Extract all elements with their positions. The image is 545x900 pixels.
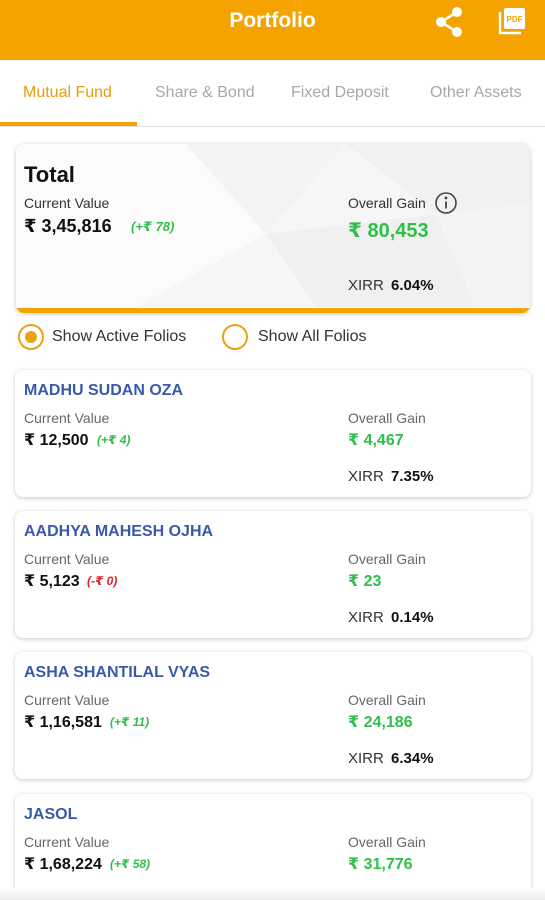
- active-tab-indicator: [0, 122, 137, 126]
- folio-current-value: ₹ 1,68,224: [24, 856, 102, 873]
- page-title: Portfolio: [229, 9, 316, 32]
- card-background-pattern: [16, 144, 530, 307]
- share-icon: [436, 7, 462, 37]
- total-overall-gain: ₹ 80,453: [348, 220, 429, 242]
- folio-current-value-label: Current Value: [24, 692, 110, 708]
- folio-overall-gain: ₹ 24,186: [348, 714, 413, 731]
- total-xirr-label: XIRR: [348, 277, 384, 294]
- folio-name: AADHYA MAHESH OJHA: [24, 523, 214, 540]
- share-button[interactable]: [432, 6, 466, 38]
- folio-xirr-label: XIRR: [348, 609, 384, 626]
- folio-overall-gain: ₹ 31,776: [348, 856, 413, 873]
- folio-xirr-label: XIRR: [348, 468, 384, 485]
- bottom-scroll-edge: [0, 888, 545, 900]
- total-current-value-label: Current Value: [24, 195, 110, 211]
- folio-card[interactable]: JASOL Current Value ₹ 1,68,224 (+₹ 58) O…: [15, 794, 531, 900]
- info-button[interactable]: [434, 191, 458, 220]
- folio-card[interactable]: MADHU SUDAN OZA Current Value ₹ 12,500 (…: [15, 370, 531, 497]
- pdf-icon: PDF: [498, 8, 525, 35]
- folio-xirr-label: XIRR: [348, 750, 384, 767]
- all-folios-label[interactable]: Show All Folios: [258, 328, 367, 345]
- folio-card[interactable]: ASHA SHANTILAL VYAS Current Value ₹ 1,16…: [15, 652, 531, 779]
- total-summary-card: Total Current Value ₹ 3,45,816 (+₹ 78) O…: [16, 144, 530, 313]
- folio-change: (+₹ 58): [110, 857, 151, 871]
- pdf-button[interactable]: PDF: [497, 6, 527, 36]
- folio-overall-gain-label: Overall Gain: [348, 410, 426, 426]
- folio-overall-gain-label: Overall Gain: [348, 692, 426, 708]
- folio-current-value-label: Current Value: [24, 551, 110, 567]
- folio-overall-gain: ₹ 23: [348, 573, 382, 590]
- folio-change: (+₹ 4): [97, 433, 131, 447]
- pdf-icon-text: PDF: [507, 15, 523, 24]
- total-xirr-value: 6.04%: [391, 277, 434, 294]
- folio-name: ASHA SHANTILAL VYAS: [24, 664, 211, 681]
- total-current-value: ₹ 3,45,816: [24, 216, 112, 236]
- tab-mutual-fund[interactable]: Mutual Fund: [23, 84, 112, 101]
- active-folios-radio[interactable]: [18, 324, 44, 350]
- info-icon: [435, 192, 457, 214]
- tab-share-bond[interactable]: Share & Bond: [155, 84, 255, 101]
- folio-xirr-value: 0.14%: [391, 609, 434, 626]
- folio-current-value-label: Current Value: [24, 834, 110, 850]
- app-bar: Portfolio PDF: [0, 0, 545, 60]
- tab-bar: Mutual Fund Share & Bond Fixed Deposit O…: [0, 60, 545, 127]
- folio-current-value: ₹ 5,123: [24, 573, 80, 590]
- active-folios-label[interactable]: Show Active Folios: [52, 328, 187, 345]
- card-accent-bar: [16, 308, 530, 313]
- folio-change: (+₹ 11): [110, 715, 150, 729]
- tab-other-assets[interactable]: Other Assets: [430, 84, 522, 101]
- folio-change: (-₹ 0): [87, 574, 118, 588]
- folio-xirr-value: 7.35%: [391, 468, 434, 485]
- total-overall-gain-label: Overall Gain: [348, 195, 426, 211]
- folio-xirr-value: 6.34%: [391, 750, 434, 767]
- folio-current-value: ₹ 12,500: [24, 432, 89, 449]
- folio-card[interactable]: AADHYA MAHESH OJHA Current Value ₹ 5,123…: [15, 511, 531, 638]
- total-title: Total: [24, 162, 75, 187]
- all-folios-radio[interactable]: [222, 324, 248, 350]
- total-current-change: (+₹ 78): [131, 219, 175, 234]
- folio-current-value-label: Current Value: [24, 410, 110, 426]
- folio-name: MADHU SUDAN OZA: [24, 382, 184, 399]
- folio-overall-gain-label: Overall Gain: [348, 834, 426, 850]
- tab-fixed-deposit[interactable]: Fixed Deposit: [291, 84, 389, 101]
- folio-current-value: ₹ 1,16,581: [24, 714, 102, 731]
- folio-name: JASOL: [24, 806, 78, 823]
- folio-overall-gain-label: Overall Gain: [348, 551, 426, 567]
- folio-overall-gain: ₹ 4,467: [348, 432, 404, 449]
